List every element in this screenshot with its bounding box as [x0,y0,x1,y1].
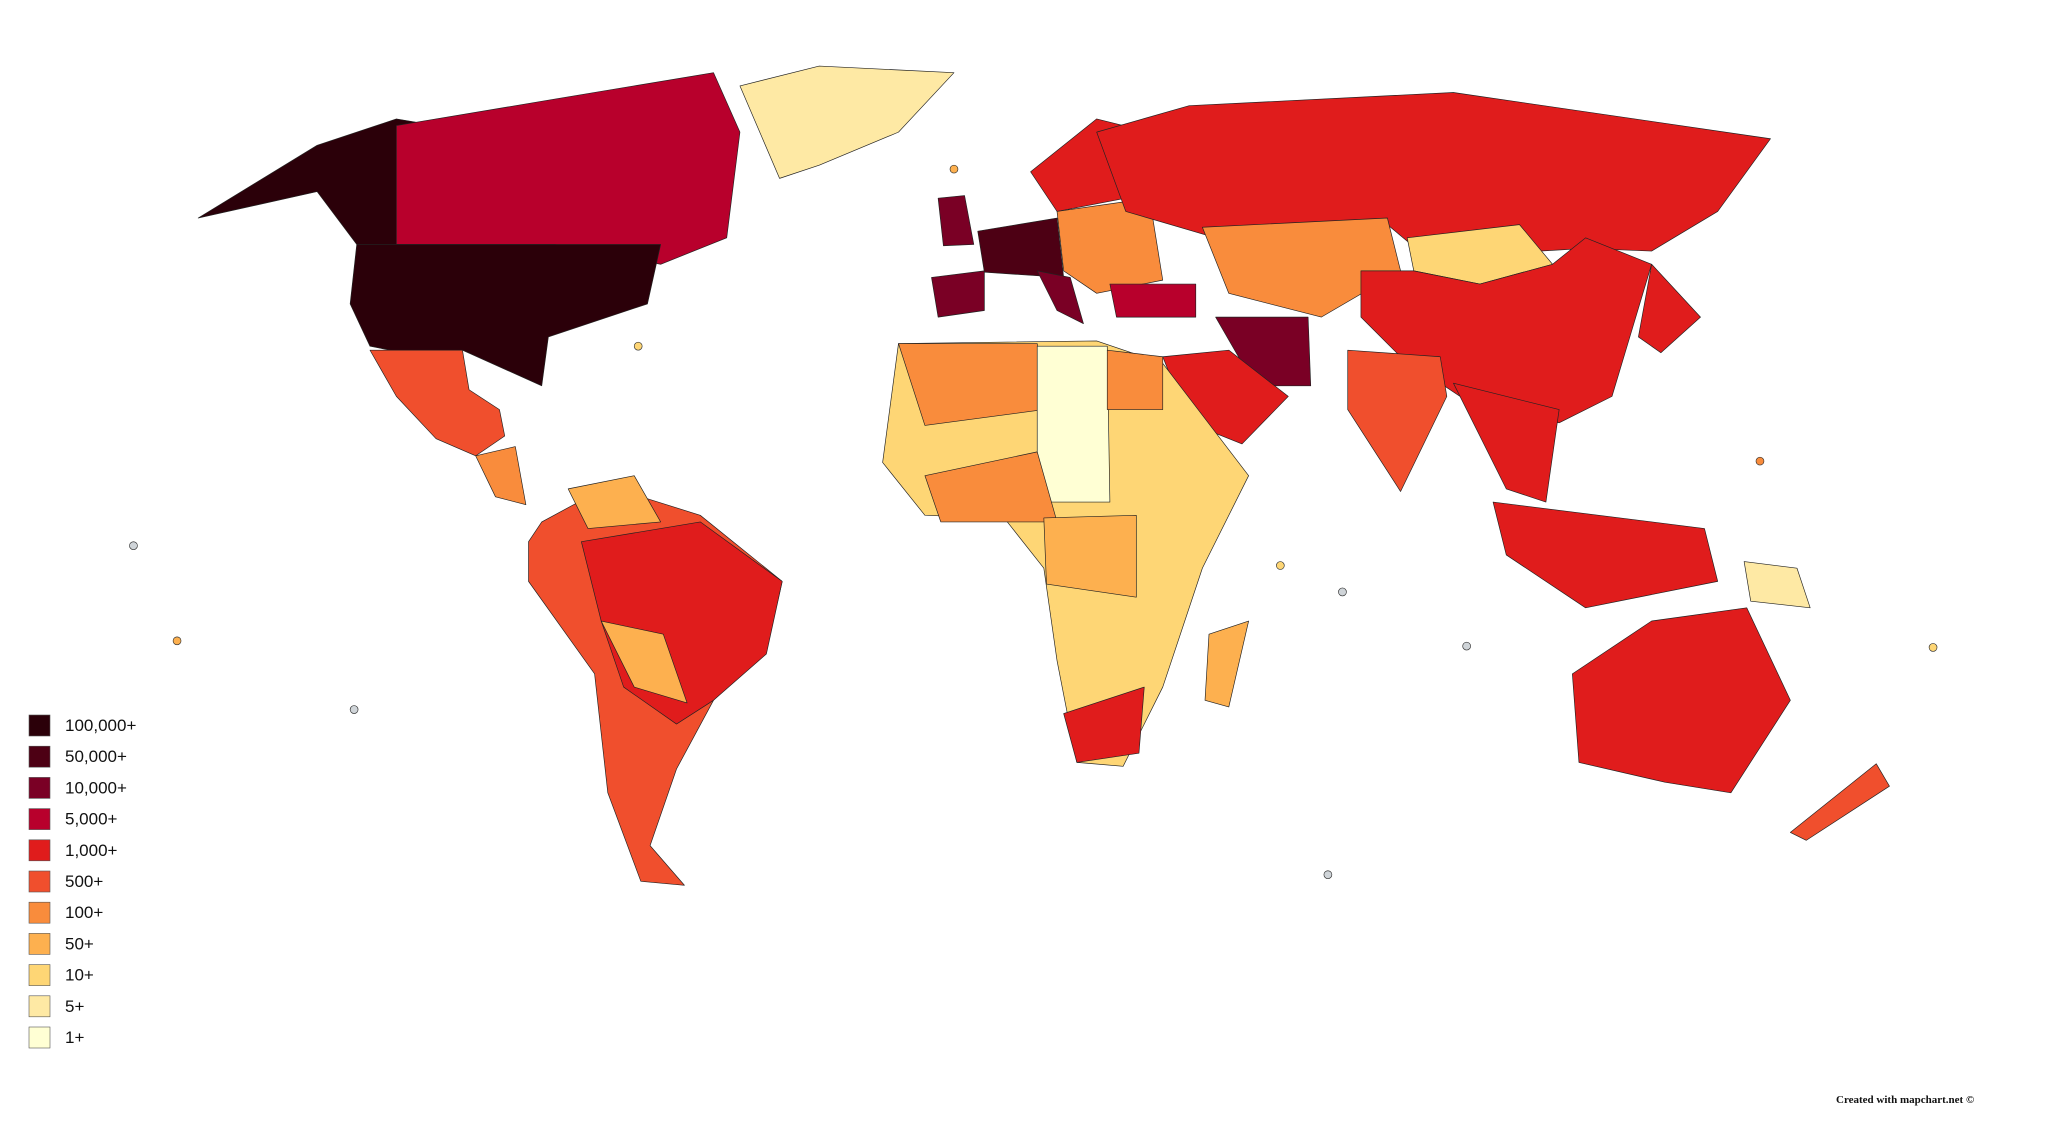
uk [937,195,975,247]
island [1276,561,1285,570]
legend-label: 10+ [65,966,94,985]
venezuela [567,475,661,529]
legend-swatch [28,870,51,893]
legend-label: 1+ [65,1028,84,1047]
central-africa [1043,514,1137,598]
legend-swatch [28,1026,51,1049]
legend-swatch [28,839,51,862]
legend-swatch [28,995,51,1018]
legend-swatch [28,933,51,955]
mexico [369,349,506,457]
canada [396,72,741,265]
legend-swatch [28,964,51,986]
italy [1036,270,1084,325]
island [633,341,643,351]
legend-swatch [28,745,51,768]
legend-label: 5+ [65,997,84,1016]
australia [1572,607,1791,794]
sahara [1036,345,1111,503]
island [1323,870,1333,879]
island [949,164,959,174]
legend: 100,000+ 50,000+ 10,000+ 5,000+ 1,000+ 500+ 10… [28,714,136,1049]
legend-label: 50+ [65,934,94,953]
russia [1096,92,1771,258]
legend-swatch [28,777,51,799]
india [1347,349,1448,492]
credit: Created with mapchart.net © [1836,1094,1974,1106]
legend-swatch [28,808,51,830]
new-zealand [1790,763,1890,841]
indonesia [1492,501,1719,609]
bolivia-paraguay [600,620,688,704]
japan [1638,263,1701,354]
spain [931,270,985,318]
island [1462,641,1471,651]
legend-swatch [28,714,51,737]
island [1338,587,1347,597]
southeast-asia [1453,382,1560,503]
world-map [129,65,1938,886]
island [129,541,138,550]
turkey [1109,283,1197,318]
central-america [475,446,527,506]
west-europe [977,217,1064,278]
legend-swatch [28,901,51,924]
island [1928,643,1938,652]
legend-label: 5,000+ [65,810,118,829]
madagascar [1204,620,1249,708]
legend-label: 100+ [65,903,103,922]
legend-label: 100,000+ [65,716,136,735]
island [1755,456,1765,466]
legend-label: 1,000+ [65,841,118,860]
egypt [1106,349,1164,410]
island [349,705,359,714]
papua [1743,561,1811,609]
south-africa [1063,686,1145,763]
island [172,636,182,646]
legend-label: 50,000+ [65,747,127,766]
legend-label: 10,000+ [65,778,127,797]
legend-label: 500+ [65,872,103,891]
greenland [739,65,955,179]
